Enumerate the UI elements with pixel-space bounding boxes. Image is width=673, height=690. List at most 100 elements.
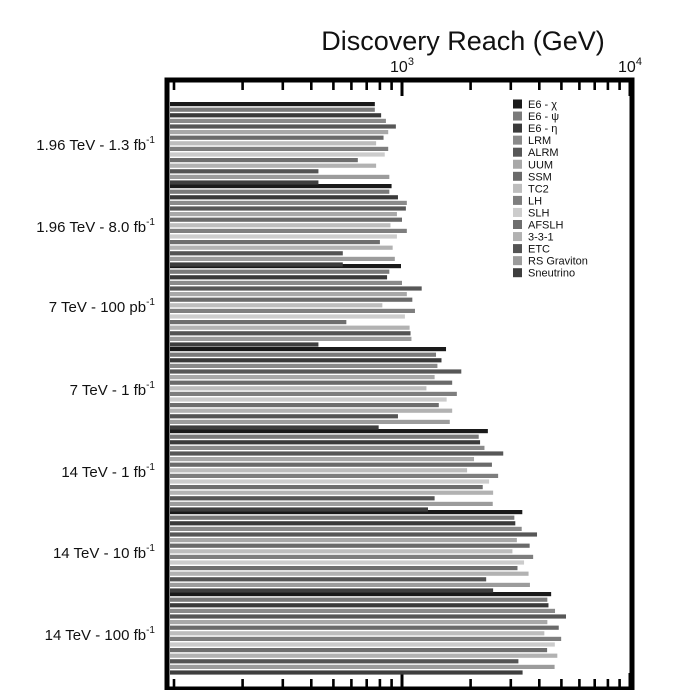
bar-6-6 [170, 625, 559, 630]
bar-0-5 [170, 130, 389, 135]
bar-5-10 [170, 566, 518, 571]
bar-2-4 [170, 286, 422, 291]
bar-3-4 [170, 369, 462, 374]
x-tick-labels: 103 104 [390, 56, 642, 76]
legend-label-8: LH [528, 195, 542, 207]
bar-3-0 [170, 347, 447, 352]
bar-1-5 [170, 212, 397, 217]
bar-0-10 [170, 158, 358, 163]
category-label-2: 7 TeV - 100 pb-1 [49, 297, 156, 316]
bar-0-6 [170, 135, 384, 140]
bar-6-9 [170, 642, 555, 647]
bar-4-9 [170, 479, 490, 484]
legend-label-1: E6 - ψ [528, 111, 559, 123]
category-label-4: 14 TeV - 1 fb-1 [61, 462, 155, 481]
bar-1-0 [170, 184, 392, 189]
bar-1-8 [170, 228, 407, 233]
bar-5-3 [170, 526, 522, 531]
bar-1-11 [170, 245, 393, 250]
bar-1-7 [170, 223, 391, 228]
bar-6-3 [170, 608, 556, 613]
legend-label-13: RS Graviton [528, 256, 588, 268]
bar-2-12 [170, 331, 411, 336]
bar-3-14 [170, 425, 379, 430]
bar-5-5 [170, 538, 517, 543]
bar-2-6 [170, 297, 413, 302]
bar-0-7 [170, 141, 377, 146]
legend-swatch-13 [513, 256, 522, 266]
legend-label-7: TC2 [528, 183, 549, 195]
bar-6-13 [170, 664, 555, 669]
bar-6-12 [170, 659, 519, 664]
bar-6-8 [170, 636, 562, 641]
bar-2-9 [170, 314, 405, 319]
bar-5-11 [170, 571, 529, 576]
legend-swatch-11 [513, 232, 522, 242]
bar-4-2 [170, 440, 481, 445]
legend-label-4: ALRM [528, 147, 559, 159]
bar-0-2 [170, 113, 382, 118]
bar-4-13 [170, 501, 493, 506]
legend-swatch-9 [513, 207, 522, 217]
bar-4-7 [170, 468, 468, 473]
bar-0-13 [170, 174, 390, 179]
category-label-5: 14 TeV - 10 fb-1 [53, 543, 155, 562]
bar-5-13 [170, 582, 530, 587]
legend-swatch-14 [513, 268, 522, 278]
legend-swatch-2 [513, 123, 522, 133]
bar-4-11 [170, 490, 494, 495]
legend-label-5: UUM [528, 159, 553, 171]
bar-4-12 [170, 496, 435, 501]
legend-label-9: SLH [528, 207, 549, 219]
legend-label-12: ETC [528, 244, 550, 256]
bar-4-5 [170, 457, 475, 462]
legend-swatch-8 [513, 195, 522, 205]
bar-2-8 [170, 308, 415, 313]
bar-1-12 [170, 251, 343, 256]
bar-2-3 [170, 280, 402, 285]
x-tick-label-1: 104 [618, 56, 642, 76]
bar-5-4 [170, 532, 538, 537]
bar-5-12 [170, 577, 487, 582]
bar-2-11 [170, 325, 410, 330]
bar-6-1 [170, 597, 548, 602]
legend-swatch-3 [513, 135, 522, 145]
bar-6-0 [170, 592, 552, 597]
bar-5-0 [170, 510, 523, 515]
bar-3-13 [170, 419, 450, 424]
bar-0-12 [170, 169, 319, 174]
chart-title: Discovery Reach (GeV) [321, 26, 605, 56]
legend: E6 - χE6 - ψE6 - ηLRMALRMUUMSSMTC2LHSLHA… [513, 99, 588, 280]
legend-swatch-1 [513, 111, 522, 121]
bar-1-10 [170, 240, 380, 245]
bar-1-4 [170, 206, 406, 211]
bar-1-3 [170, 200, 407, 205]
legend-swatch-12 [513, 244, 522, 254]
bar-6-11 [170, 653, 558, 658]
legend-label-14: Sneutrino [528, 268, 575, 280]
legend-swatch-7 [513, 183, 522, 193]
bar-5-8 [170, 554, 534, 559]
bar-2-10 [170, 320, 347, 325]
bar-3-7 [170, 386, 427, 391]
bar-4-10 [170, 485, 483, 490]
bar-5-7 [170, 549, 513, 554]
bar-6-5 [170, 620, 548, 625]
bar-6-7 [170, 631, 545, 636]
bar-0-9 [170, 152, 385, 157]
bar-1-6 [170, 217, 402, 222]
bar-3-6 [170, 380, 453, 385]
bar-2-14 [170, 342, 319, 347]
bar-1-13 [170, 256, 395, 261]
bar-2-1 [170, 269, 390, 274]
bar-3-9 [170, 397, 447, 402]
bar-6-10 [170, 648, 548, 653]
bar-4-8 [170, 473, 499, 478]
bar-3-12 [170, 414, 398, 419]
bar-0-11 [170, 163, 377, 168]
bar-2-7 [170, 303, 383, 308]
bar-3-3 [170, 363, 438, 368]
bar-6-2 [170, 603, 549, 608]
bar-4-0 [170, 429, 488, 434]
